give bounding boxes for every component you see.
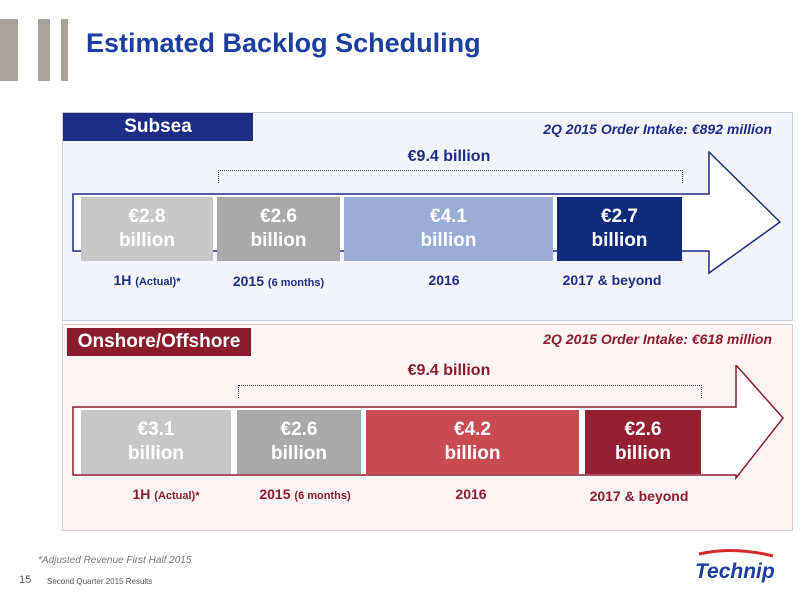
decorative-bar (38, 19, 50, 81)
label-sub: (6 months) (294, 490, 351, 502)
onshore-box-1h: €3.1 billion (81, 410, 231, 474)
box-value: €2.6 (624, 419, 662, 440)
technip-logo: Technip (695, 548, 775, 583)
label-sub: (6 months) (267, 277, 325, 289)
label-main: 2015 (259, 486, 291, 502)
box-unit: billion (615, 443, 671, 464)
onshore-box-2015: €2.6 billion (237, 410, 361, 474)
subsea-total: €9.4 billion (407, 148, 491, 165)
subsea-total-bracket (218, 170, 683, 183)
subsea-label-2016: 2016 (344, 272, 544, 288)
onshore-box-2016: €4.2 billion (366, 410, 579, 474)
box-value: €3.1 (137, 419, 175, 440)
onshore-total-bracket (238, 385, 702, 398)
box-value: €2.8 (128, 206, 166, 227)
label-main: 2017 & beyond (562, 272, 662, 288)
decorative-bar (61, 19, 68, 81)
subsea-box-2015: €2.6 billion (217, 197, 340, 261)
box-unit: billion (444, 443, 501, 464)
onshore-panel: Onshore/Offshore 2Q 2015 Order Intake: €… (62, 324, 793, 531)
box-value: €4.1 (430, 206, 467, 227)
label-main: 1H (132, 486, 151, 502)
box-value: €2.7 (601, 206, 638, 227)
subsea-box-1h: €2.8 billion (81, 197, 213, 261)
decorative-bar (0, 19, 18, 81)
logo-wordmark: Technip (695, 560, 775, 583)
onshore-tag: Onshore/Offshore (67, 328, 251, 356)
onshore-label-2016: 2016 (371, 486, 571, 502)
page-number: 15 (19, 574, 32, 586)
label-main: 2017 & beyond (589, 488, 689, 504)
onshore-total: €9.4 billion (407, 362, 491, 379)
label-main: 2015 (232, 273, 265, 289)
footer-text: Second Quarter 2015 Results (47, 577, 153, 586)
onshore-label-2017: 2017 & beyond (574, 488, 704, 504)
subsea-label-2015: 2015 (6 months) (217, 273, 340, 289)
subsea-box-2017: €2.7 billion (557, 197, 682, 261)
onshore-label-1h: 1H (Actual)* (91, 486, 241, 502)
subsea-tag: Subsea (63, 113, 253, 141)
box-value: €4.2 (454, 419, 491, 440)
box-value: €2.6 (260, 206, 297, 227)
subsea-label-2017: 2017 & beyond (547, 272, 677, 288)
onshore-box-2017: €2.6 billion (585, 410, 701, 474)
label-main: 2016 (455, 486, 487, 502)
label-sub: (Actual)* (154, 490, 200, 502)
onshore-label-2015: 2015 (6 months) (235, 486, 375, 502)
label-sub: (Actual)* (135, 276, 181, 288)
onshore-order-intake: 2Q 2015 Order Intake: €618 million (543, 331, 772, 347)
box-unit: billion (271, 443, 327, 464)
footnote: *Adjusted Revenue First Half 2015 (38, 555, 192, 566)
box-unit: billion (250, 230, 307, 251)
subsea-label-1h: 1H (Actual)* (81, 272, 213, 288)
subsea-panel: Subsea 2Q 2015 Order Intake: €892 millio… (62, 112, 793, 321)
label-main: 1H (113, 272, 132, 288)
box-unit: billion (591, 230, 648, 251)
box-unit: billion (128, 443, 184, 464)
box-value: €2.6 (280, 419, 318, 440)
box-unit: billion (119, 230, 175, 251)
subsea-order-intake: 2Q 2015 Order Intake: €892 million (543, 121, 772, 137)
subsea-box-2016: €4.1 billion (344, 197, 553, 261)
page-title: Estimated Backlog Scheduling (86, 28, 481, 58)
label-main: 2016 (428, 272, 460, 288)
box-unit: billion (420, 230, 477, 251)
